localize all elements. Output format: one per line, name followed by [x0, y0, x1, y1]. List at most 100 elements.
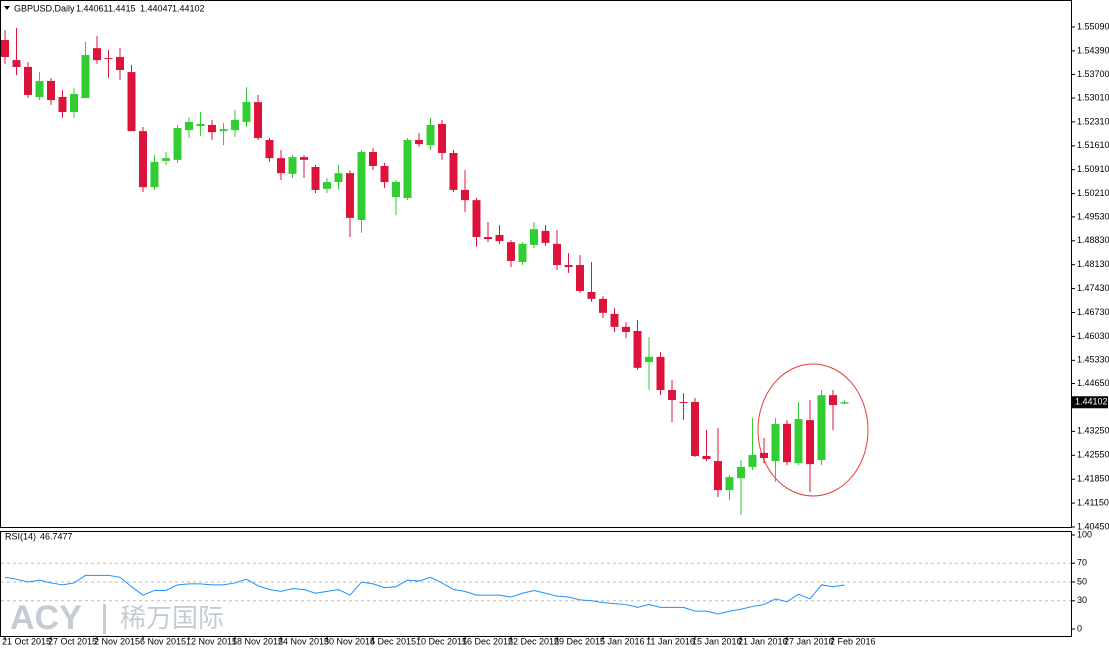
x-tick-label: 2 Nov 2015	[94, 636, 140, 646]
candle-body	[403, 140, 412, 199]
candle-body	[691, 401, 699, 456]
candle-body	[150, 161, 159, 188]
candle-body	[610, 313, 619, 327]
candle-body	[93, 48, 101, 61]
current-price-box	[1072, 396, 1108, 409]
watermark: ACY 稀万国际	[10, 599, 224, 637]
y-tick-label: 1.48130	[1077, 259, 1109, 269]
chart-title: GBPUSD,Daily	[14, 3, 75, 13]
y-tick-label: 1.41850	[1077, 474, 1109, 484]
y-tick-label: 1.43250	[1077, 426, 1109, 436]
candle-body	[70, 93, 78, 113]
x-tick-label: 10 Dec 2015	[416, 636, 467, 646]
candle-body	[208, 125, 216, 133]
candle-body	[771, 423, 780, 462]
candle-body	[162, 158, 170, 161]
y-tick-label: 0	[1077, 623, 1082, 633]
candle-body	[47, 80, 55, 101]
candle-body	[783, 423, 791, 463]
header-low: 1.44047	[140, 3, 173, 13]
y-tick-label: 1.47430	[1077, 283, 1109, 293]
x-tick-label: 2 Feb 2016	[830, 636, 876, 646]
candle-body	[24, 66, 32, 95]
highlight-circle	[757, 363, 869, 497]
candle-body	[265, 140, 274, 159]
candle-body	[346, 173, 354, 218]
x-tick-label: 21 Oct 2015	[2, 636, 51, 646]
current-price-label: 1.44102	[1075, 397, 1108, 407]
candle-body	[484, 237, 492, 240]
candle-body	[116, 57, 124, 71]
candle-body	[173, 128, 182, 160]
candle-body	[564, 265, 573, 268]
y-tick-label: 100	[1077, 529, 1092, 539]
candle-body	[794, 419, 803, 464]
y-tick-label: 1.41150	[1077, 497, 1109, 507]
y-tick-label: 1.52310	[1077, 116, 1109, 126]
candle-body	[725, 477, 734, 491]
candle-body	[449, 153, 458, 190]
candle-body	[380, 165, 389, 183]
y-tick-label: 1.55090	[1077, 21, 1109, 31]
candle-body	[139, 131, 147, 188]
x-tick-label: 29 Dec 2015	[554, 636, 605, 646]
header-arrow	[4, 6, 10, 10]
watermark-name: 稀万国际	[120, 603, 224, 633]
candle-body	[587, 292, 596, 299]
candle-body	[334, 173, 343, 183]
candle-body	[369, 151, 377, 166]
candle-body	[472, 200, 481, 238]
candle-body	[426, 125, 435, 146]
y-tick-label: 1.46030	[1077, 331, 1109, 341]
watermark-brand: ACY	[10, 599, 82, 637]
rsi-title: RSI(14)	[5, 531, 36, 541]
candle-body	[127, 72, 136, 132]
candle-body	[12, 60, 21, 67]
rsi-line	[4, 574, 845, 615]
rsi-panel	[0, 531, 1072, 637]
y-tick-label: 1.49530	[1077, 211, 1109, 221]
x-tick-label: 15 Jan 2016	[692, 636, 742, 646]
y-tick-label: 1.45330	[1077, 355, 1109, 365]
candle-body	[196, 123, 205, 127]
candle-body	[311, 167, 320, 190]
y-tick-label: 1.46730	[1077, 307, 1109, 317]
y-tick-label: 50	[1077, 576, 1087, 586]
candle-body	[438, 123, 446, 154]
candle-body	[829, 395, 837, 406]
candle-body	[840, 402, 849, 404]
x-tick-label: 24 Nov 2015	[278, 636, 329, 646]
candle-body	[507, 242, 515, 261]
candle-body	[323, 182, 331, 189]
candle-body	[748, 454, 757, 467]
x-tick-label: 27 Jan 2016	[784, 636, 834, 646]
candle-body	[553, 243, 561, 266]
candle-body	[35, 80, 44, 97]
candle-body	[461, 189, 469, 201]
candle-body	[495, 234, 504, 242]
x-tick-label: 22 Dec 2015	[508, 636, 559, 646]
x-tick-label: 18 Nov 2015	[232, 636, 283, 646]
rsi-current: 46.7477	[40, 531, 73, 541]
x-tick-label: 11 Jan 2016	[646, 636, 695, 646]
candle-body	[231, 119, 239, 131]
candle-body	[679, 401, 688, 404]
y-tick-label: 1.40450	[1077, 521, 1109, 531]
x-tick-label: 16 Dec 2015	[462, 636, 513, 646]
price-panel	[0, 0, 1072, 528]
candle-body	[300, 157, 308, 160]
header-open: 1.44061	[76, 3, 109, 13]
watermark-divider	[103, 604, 106, 634]
y-tick-label: 1.53700	[1077, 69, 1109, 79]
candle-body	[576, 265, 584, 291]
candle-body	[633, 330, 642, 368]
x-tick-label: 5 Jan 2016	[600, 636, 645, 646]
candle-body	[81, 54, 90, 99]
y-tick-label: 30	[1077, 595, 1087, 605]
x-tick-label: 12 Nov 2015	[186, 636, 237, 646]
candle-body	[702, 455, 711, 460]
candle-body	[737, 466, 745, 479]
candle-body	[656, 356, 665, 391]
candle-body	[645, 356, 653, 363]
